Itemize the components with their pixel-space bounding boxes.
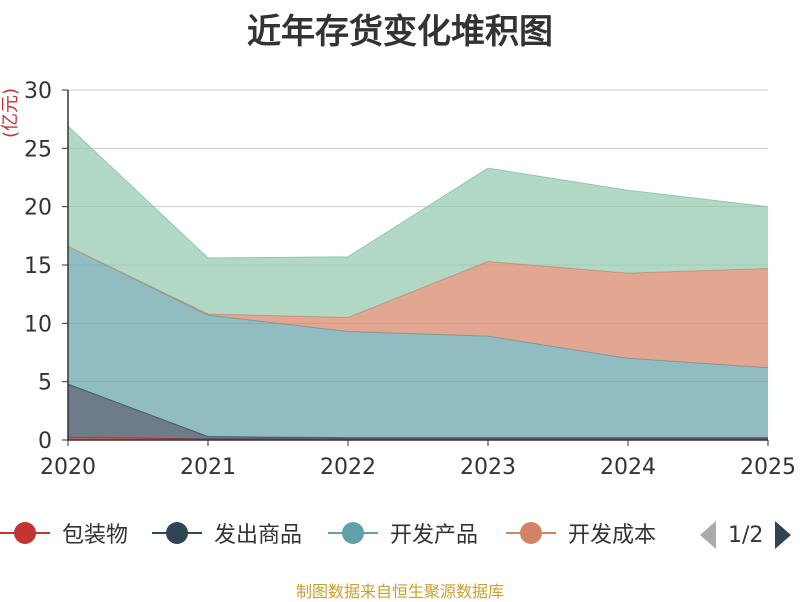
legend-marker-icon: [0, 521, 50, 545]
legend: 包装物 发出商品 开发产品 开发成本: [0, 515, 800, 555]
area-series-4: [68, 126, 768, 318]
legend-label: 发出商品: [214, 523, 303, 548]
series-areas: [67, 125, 769, 440]
y-tick-label: 25: [24, 137, 52, 162]
x-tick-label: 2024: [600, 455, 656, 480]
axes: [62, 89, 769, 446]
prev-page-icon[interactable]: [700, 521, 716, 549]
y-tick-label: 15: [24, 254, 52, 279]
x-tick-label: 2025: [740, 455, 796, 480]
y-tick-label: 5: [38, 371, 52, 396]
legend-label: 开发产品: [390, 523, 479, 548]
y-tick-label: 30: [24, 79, 52, 104]
legend-item-packaging[interactable]: 包装物: [0, 515, 128, 551]
legend-item-development-cost[interactable]: 开发成本: [506, 515, 656, 551]
legend-marker-icon: [506, 521, 556, 545]
area-line-4: [67, 125, 769, 259]
legend-marker-icon: [328, 521, 378, 545]
y-tick-label: 20: [24, 196, 52, 221]
x-tick-label: 2022: [320, 455, 376, 480]
legend-label: 包装物: [62, 523, 129, 548]
y-tick-label: 0: [38, 429, 52, 454]
x-tick-label: 2023: [460, 455, 516, 480]
area-series-3: [68, 246, 768, 368]
next-page-icon[interactable]: [775, 521, 792, 549]
area-series-2: [68, 246, 768, 438]
legend-item-shipped-goods[interactable]: 发出商品: [152, 515, 302, 551]
legend-pager: 1/2: [700, 517, 792, 553]
legend-label: 开发成本: [568, 523, 657, 548]
x-tick-label: 2021: [180, 455, 236, 480]
x-tick-label: 2020: [40, 455, 96, 480]
legend-page-indicator: 1/2: [728, 522, 764, 548]
legend-item-developed-products[interactable]: 开发产品: [328, 515, 478, 551]
data-source-note: 制图数据来自恒生聚源数据库: [295, 582, 504, 601]
legend-marker-icon: [152, 521, 202, 545]
area-series-1: [68, 384, 768, 439]
y-tick-label: 10: [24, 312, 52, 337]
chart-title: 近年存货变化堆积图: [247, 12, 553, 52]
